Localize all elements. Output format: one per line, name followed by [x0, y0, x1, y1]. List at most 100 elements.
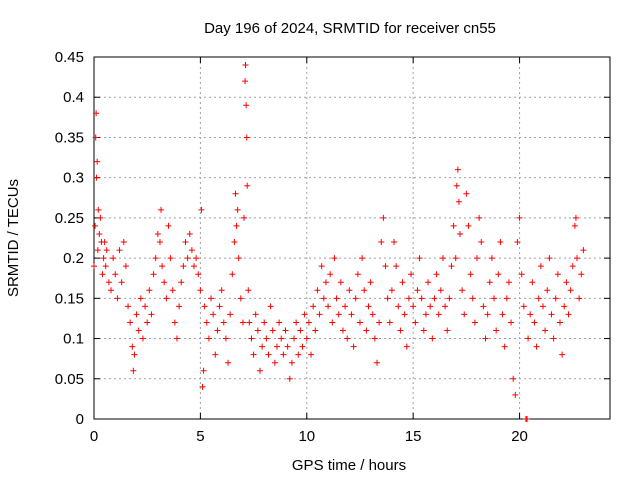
data-point — [139, 335, 146, 342]
data-point — [163, 295, 170, 302]
data-point — [176, 303, 183, 310]
data-point — [356, 319, 363, 326]
data-point — [93, 110, 100, 117]
data-point — [101, 239, 108, 246]
data-point — [442, 303, 449, 310]
data-point — [344, 335, 351, 342]
data-point — [552, 295, 559, 302]
data-point — [259, 343, 266, 350]
data-point — [137, 295, 144, 302]
data-point — [184, 255, 191, 262]
data-point — [329, 319, 336, 326]
data-point — [388, 287, 395, 294]
data-point — [208, 295, 215, 302]
data-point — [516, 214, 523, 221]
data-point — [539, 303, 546, 310]
data-point — [386, 319, 393, 326]
y-tick-label: 0.45 — [55, 49, 84, 66]
data-point — [376, 319, 383, 326]
data-point — [476, 214, 483, 221]
data-point — [95, 206, 102, 213]
data-point — [284, 343, 291, 350]
data-point — [578, 271, 585, 278]
data-point — [361, 287, 368, 294]
data-point — [254, 327, 261, 334]
data-point — [359, 255, 366, 262]
data-point — [105, 279, 112, 286]
data-point — [393, 263, 400, 270]
data-point — [122, 263, 129, 270]
data-point — [114, 295, 121, 302]
data-point — [130, 367, 137, 374]
data-point — [514, 239, 521, 246]
data-point — [271, 359, 278, 366]
data-point — [572, 214, 579, 221]
data-point — [467, 271, 474, 278]
data-point — [125, 303, 132, 310]
data-point — [100, 255, 107, 262]
data-point — [233, 222, 240, 229]
data-point — [203, 319, 210, 326]
data-point — [453, 182, 460, 189]
grid-lines — [94, 57, 610, 419]
data-point — [261, 319, 268, 326]
data-point — [563, 279, 570, 286]
data-point — [322, 279, 329, 286]
data-point — [278, 335, 285, 342]
data-point — [488, 255, 495, 262]
data-point — [537, 263, 544, 270]
x-tick-label: 15 — [405, 428, 422, 445]
data-point — [380, 214, 387, 221]
data-point — [239, 319, 246, 326]
data-point — [154, 230, 161, 237]
data-point — [561, 303, 568, 310]
y-tick-label: 0.15 — [55, 290, 84, 307]
data-point — [94, 158, 101, 165]
data-point — [173, 335, 180, 342]
data-point — [499, 311, 506, 318]
data-point — [243, 134, 250, 141]
y-tick-label: 0.3 — [63, 170, 84, 187]
data-point — [335, 311, 342, 318]
data-point — [342, 303, 349, 310]
data-point — [491, 295, 498, 302]
data-point — [237, 295, 244, 302]
data-point — [112, 271, 119, 278]
data-point — [243, 102, 250, 109]
y-tick-label: 0 — [76, 411, 84, 428]
data-point — [102, 263, 109, 270]
data-point — [542, 327, 549, 334]
data-point — [186, 230, 193, 237]
data-point — [418, 295, 425, 302]
data-point — [227, 311, 234, 318]
data-point — [169, 287, 176, 294]
data-point — [232, 190, 239, 197]
data-point — [250, 351, 257, 358]
data-point — [161, 279, 168, 286]
data-point — [158, 206, 165, 213]
data-point — [535, 295, 542, 302]
data-point — [293, 319, 300, 326]
x-tick-label: 0 — [90, 428, 98, 445]
data-point — [576, 295, 583, 302]
data-point — [512, 391, 519, 398]
data-point — [565, 311, 572, 318]
data-point — [305, 319, 312, 326]
data-point — [461, 311, 468, 318]
y-tick-label: 0.2 — [63, 250, 84, 267]
data-point — [295, 351, 302, 358]
data-point — [416, 255, 423, 262]
data-point — [110, 255, 117, 262]
data-point — [308, 351, 315, 358]
data-point — [291, 335, 298, 342]
data-point — [410, 303, 417, 310]
x-tick-label: 10 — [298, 428, 315, 445]
data-point — [256, 367, 263, 374]
data-point — [108, 287, 115, 294]
data-point — [374, 359, 381, 366]
data-point — [527, 311, 534, 318]
data-point — [131, 351, 138, 358]
data-point — [142, 303, 149, 310]
data-point — [303, 335, 310, 342]
data-point — [425, 279, 432, 286]
